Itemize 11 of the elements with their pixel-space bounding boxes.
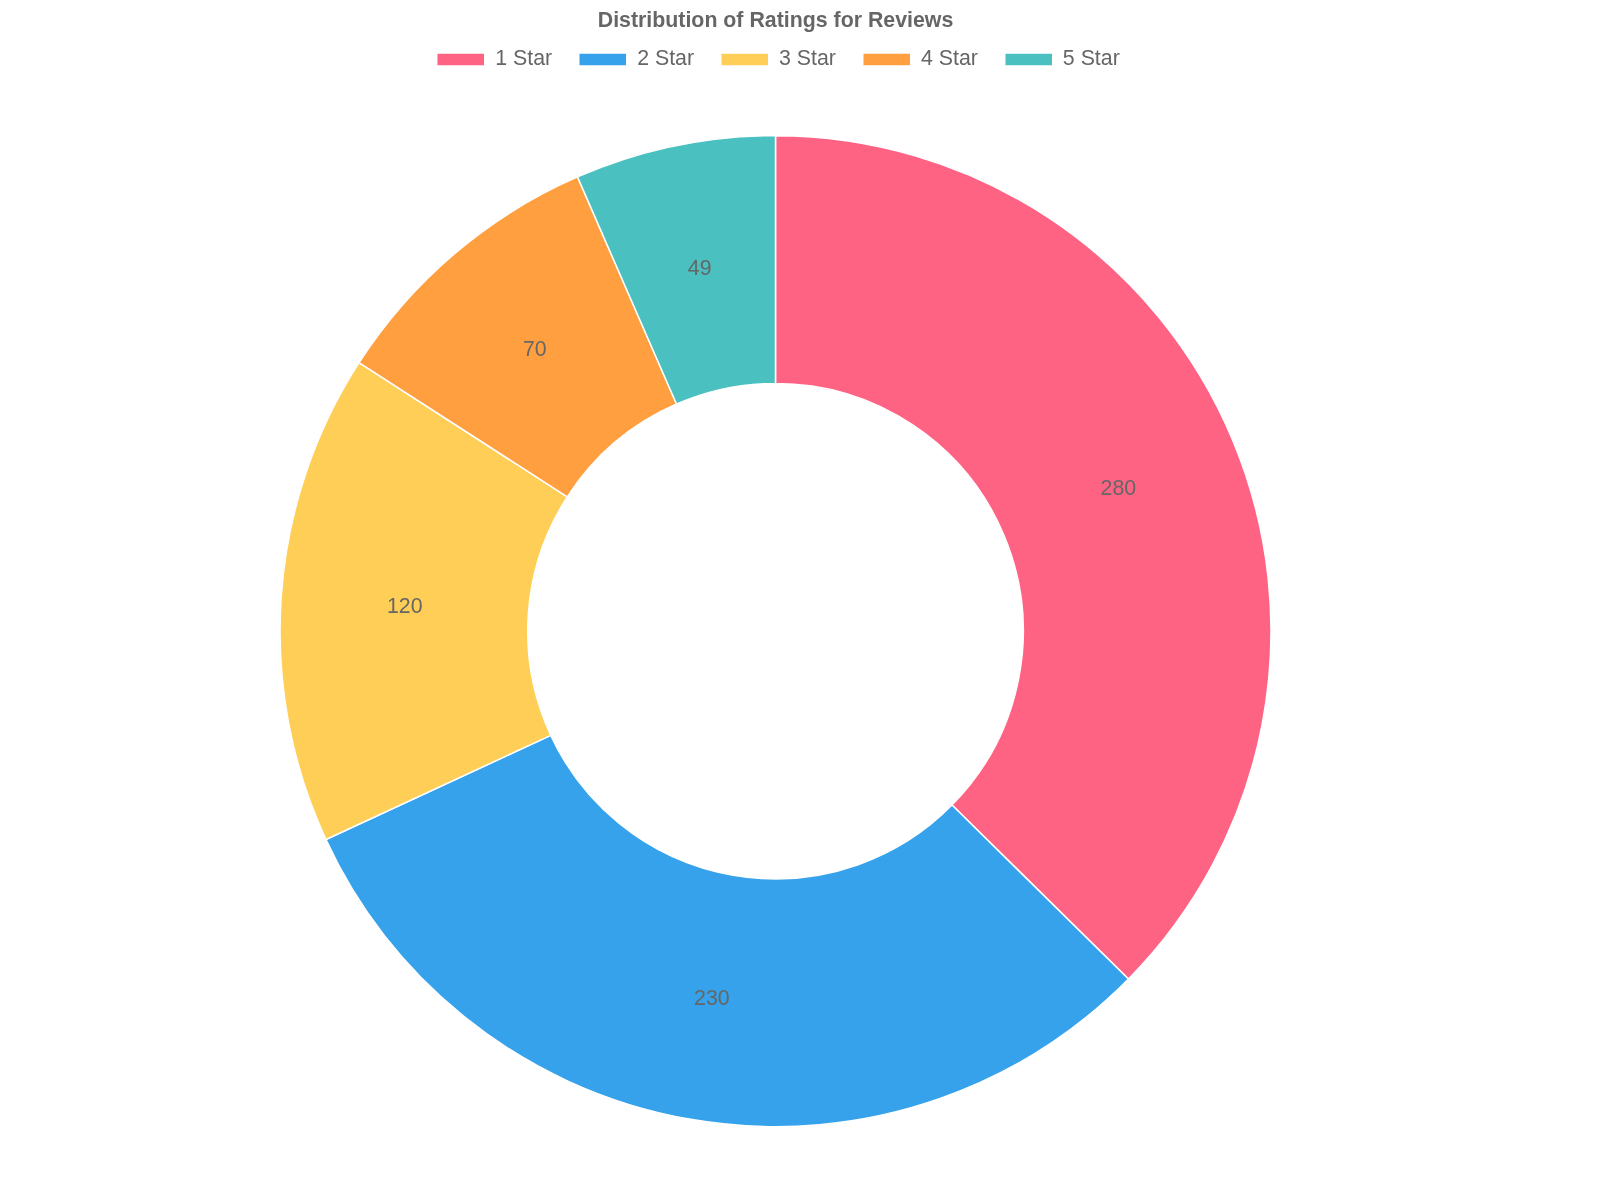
legend-label: 3 Star — [779, 46, 836, 71]
chart-title: Distribution of Ratings for Reviews — [597, 7, 954, 32]
legend-label: 1 Star — [495, 46, 553, 71]
data-label: 70 — [522, 336, 547, 361]
data-label: 230 — [694, 985, 730, 1010]
legend-label: 2 Star — [637, 46, 695, 71]
legend-label: 4 Star — [920, 46, 978, 71]
data-label: 49 — [687, 255, 712, 280]
data-label: 120 — [386, 593, 423, 618]
data-label: 280 — [1100, 476, 1137, 501]
legend-label: 5 Star — [1062, 46, 1120, 71]
